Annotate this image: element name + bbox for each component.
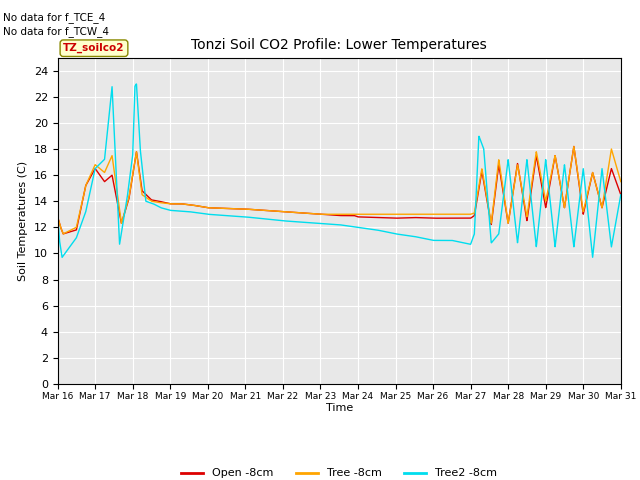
Tree2 -8cm: [118, 227, 126, 232]
Tree -8cm: [152, 199, 159, 205]
Tree -8cm: [617, 179, 625, 184]
Tree -8cm: [270, 208, 278, 214]
Tree2 -8cm: [132, 81, 140, 87]
Open -8cm: [294, 210, 302, 216]
Open -8cm: [270, 208, 278, 214]
Text: No data for f_TCW_4: No data for f_TCW_4: [3, 26, 109, 37]
Open -8cm: [152, 198, 159, 204]
Tree2 -8cm: [152, 202, 159, 208]
Tree -8cm: [60, 231, 67, 237]
Tree2 -8cm: [294, 219, 302, 225]
Tree -8cm: [606, 155, 614, 160]
Tree -8cm: [118, 218, 126, 224]
Line: Open -8cm: Open -8cm: [58, 146, 621, 234]
Open -8cm: [118, 218, 126, 224]
Title: Tonzi Soil CO2 Profile: Lower Temperatures: Tonzi Soil CO2 Profile: Lower Temperatur…: [191, 38, 487, 52]
Tree -8cm: [545, 181, 553, 187]
Tree2 -8cm: [54, 211, 61, 217]
Text: No data for f_TCE_4: No data for f_TCE_4: [3, 12, 106, 23]
Tree2 -8cm: [58, 254, 66, 260]
Open -8cm: [545, 185, 553, 191]
Open -8cm: [54, 214, 61, 220]
Open -8cm: [570, 144, 578, 149]
Text: TZ_soilco2: TZ_soilco2: [63, 43, 125, 53]
Tree -8cm: [54, 214, 61, 220]
Line: Tree2 -8cm: Tree2 -8cm: [58, 84, 621, 257]
Open -8cm: [617, 192, 625, 198]
Open -8cm: [606, 171, 614, 177]
Tree2 -8cm: [606, 233, 614, 239]
Legend: Open -8cm, Tree -8cm, Tree2 -8cm: Open -8cm, Tree -8cm, Tree2 -8cm: [177, 464, 502, 480]
Tree -8cm: [294, 210, 302, 216]
Line: Tree -8cm: Tree -8cm: [58, 146, 621, 234]
Open -8cm: [60, 231, 67, 237]
X-axis label: Time: Time: [326, 403, 353, 413]
Tree2 -8cm: [270, 217, 278, 223]
Y-axis label: Soil Temperatures (C): Soil Temperatures (C): [18, 161, 28, 281]
Tree2 -8cm: [545, 192, 553, 197]
Tree -8cm: [570, 144, 578, 149]
Tree2 -8cm: [617, 192, 625, 198]
